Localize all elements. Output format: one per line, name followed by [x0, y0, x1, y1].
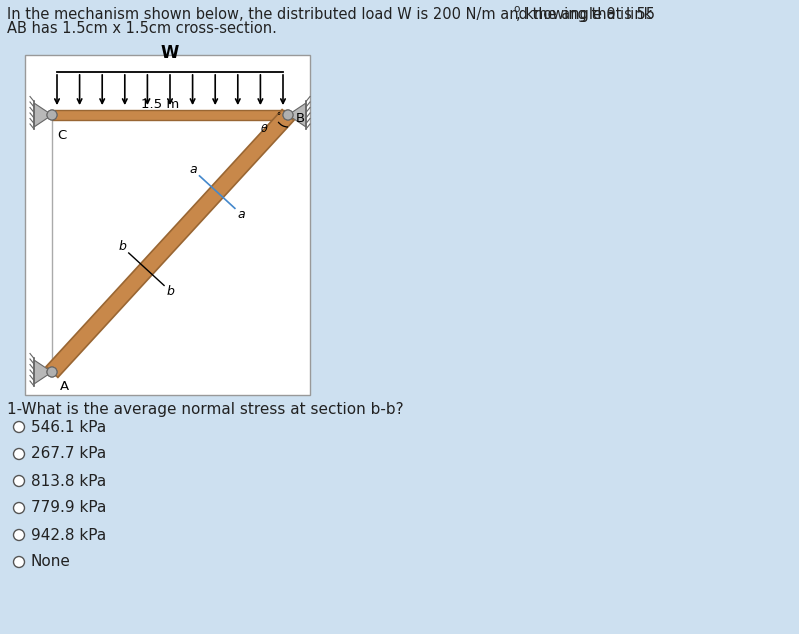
FancyBboxPatch shape: [25, 55, 310, 395]
Polygon shape: [288, 103, 306, 127]
Circle shape: [283, 110, 293, 120]
Text: C: C: [57, 129, 66, 142]
Circle shape: [47, 367, 57, 377]
Text: b: b: [118, 240, 126, 254]
Circle shape: [14, 448, 25, 460]
Circle shape: [47, 110, 57, 120]
Text: o: o: [513, 4, 519, 14]
Text: θ: θ: [260, 124, 268, 134]
Text: B: B: [296, 112, 305, 124]
Text: AB has 1.5cm x 1.5cm cross-section.: AB has 1.5cm x 1.5cm cross-section.: [7, 21, 277, 36]
Circle shape: [47, 110, 57, 120]
Circle shape: [47, 367, 57, 377]
Text: 1-What is the average normal stress at section b-b?: 1-What is the average normal stress at s…: [7, 402, 403, 417]
Text: A: A: [60, 380, 70, 393]
Text: 779.9 kPa: 779.9 kPa: [31, 500, 106, 515]
Text: °: °: [276, 112, 280, 122]
Polygon shape: [46, 110, 294, 377]
Circle shape: [14, 476, 25, 486]
Text: 546.1 kPa: 546.1 kPa: [31, 420, 106, 434]
Polygon shape: [34, 103, 52, 127]
Circle shape: [14, 422, 25, 432]
Text: a: a: [237, 208, 245, 221]
Text: None: None: [31, 555, 71, 569]
Text: W: W: [161, 44, 179, 62]
Circle shape: [283, 110, 293, 120]
Circle shape: [14, 557, 25, 567]
Text: In the mechanism shown below, the distributed load W is 200 N/m and the angle θ : In the mechanism shown below, the distri…: [7, 7, 655, 22]
Circle shape: [14, 503, 25, 514]
Text: 267.7 kPa: 267.7 kPa: [31, 446, 106, 462]
Text: , knowing that link: , knowing that link: [516, 7, 652, 22]
Polygon shape: [34, 360, 52, 384]
Text: a: a: [189, 164, 197, 176]
Circle shape: [14, 529, 25, 541]
Text: 813.8 kPa: 813.8 kPa: [31, 474, 106, 489]
Text: 1.5 m: 1.5 m: [141, 98, 179, 111]
Text: b: b: [167, 285, 175, 298]
Text: 942.8 kPa: 942.8 kPa: [31, 527, 106, 543]
FancyBboxPatch shape: [52, 110, 288, 120]
